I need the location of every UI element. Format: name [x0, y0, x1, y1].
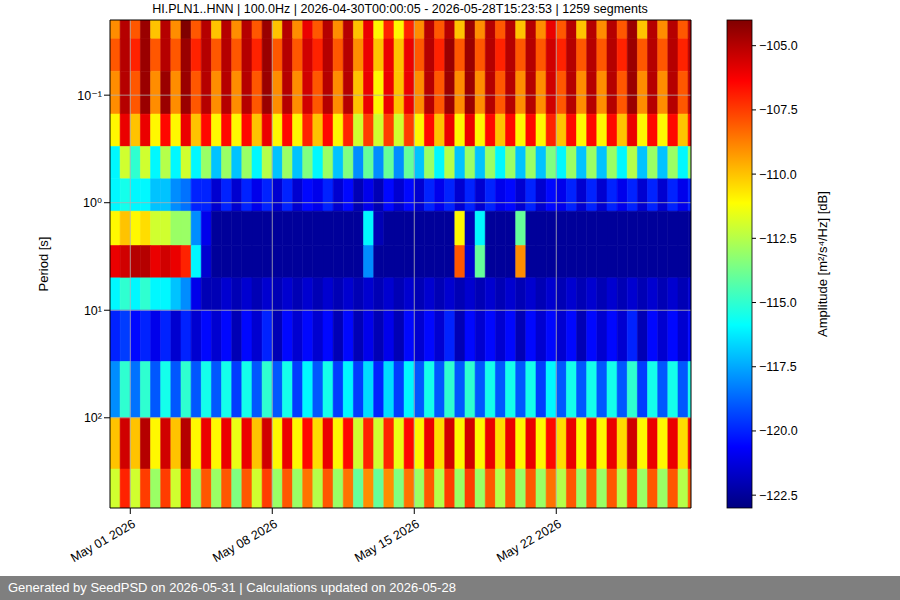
- svg-text:10¹: 10¹: [84, 304, 102, 318]
- html-text:Generated by SeedPSD on 2026-0: Generated by SeedPSD on 2026-05-31 | Cal…: [8, 580, 456, 595]
- svg-text:May 15 2026: May 15 2026: [352, 517, 422, 565]
- svg-text:−122.5: −122.5: [759, 489, 798, 503]
- svg-text:−115.0: −115.0: [759, 296, 797, 310]
- svg-text:−105.0: −105.0: [759, 39, 798, 53]
- svg-text:May 01 2026: May 01 2026: [68, 517, 138, 565]
- svg-text:10⁻¹: 10⁻¹: [77, 89, 102, 103]
- html-text:HI.PLN1..HNN | 100.0Hz | 2026-: HI.PLN1..HNN | 100.0Hz | 2026-04-30T00:0…: [152, 2, 648, 16]
- svg-text:−110.0: −110.0: [759, 168, 797, 182]
- svg-text:−117.5: −117.5: [759, 360, 797, 374]
- svg-text:May 22 2026: May 22 2026: [494, 517, 564, 565]
- svg-text:Period [s]: Period [s]: [36, 237, 51, 292]
- svg-text:10⁰: 10⁰: [83, 196, 102, 210]
- svg-text:−120.0: −120.0: [759, 424, 798, 438]
- svg-text:−112.5: −112.5: [759, 232, 797, 246]
- svg-text:−107.5: −107.5: [759, 103, 798, 117]
- svg-text:May 08 2026: May 08 2026: [210, 517, 280, 565]
- svg-text:Amplitude [m²/s⁴/Hz] [dB]: Amplitude [m²/s⁴/Hz] [dB]: [815, 191, 830, 337]
- svg-text:10²: 10²: [84, 411, 102, 425]
